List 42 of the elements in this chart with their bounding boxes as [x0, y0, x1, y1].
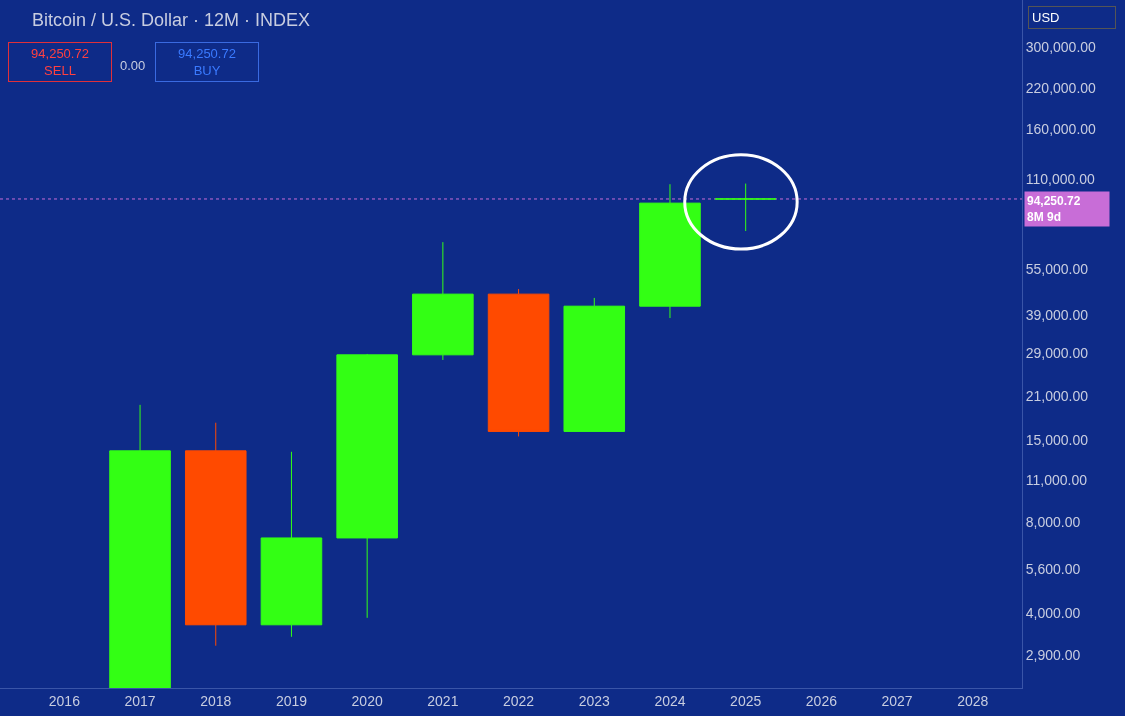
- x-tick-label: 2021: [427, 692, 459, 709]
- x-tick-label: 2023: [578, 692, 611, 709]
- candlestick: [487, 288, 550, 437]
- x-tick-label: 2017: [124, 692, 156, 709]
- candlestick: [563, 297, 626, 432]
- y-tick-label: 2,900.00: [1025, 647, 1081, 664]
- candlestick: [639, 183, 701, 319]
- annotation: 94,250.72 SELL: [31, 46, 89, 78]
- text: USD: [1032, 10, 1060, 25]
- y-tick-label: 4,000.00: [1025, 605, 1081, 622]
- y-tick-label: 15,000.00: [1025, 431, 1089, 448]
- text: Bitcoin / U.S. Dollar · 12M · INDEX: [32, 10, 311, 30]
- y-tick-label: 39,000.00: [1025, 306, 1089, 323]
- candlestick: [714, 183, 777, 232]
- annotation: 94,250.72 BUY: [178, 46, 236, 78]
- y-tick-label: 8,000.00: [1025, 514, 1081, 531]
- y-tick-label: 5,600.00: [1025, 560, 1081, 577]
- y-tick-label: 55,000.00: [1025, 261, 1089, 278]
- x-tick-label: 2020: [351, 692, 383, 709]
- y-tick-label: 300,000.00: [1025, 39, 1097, 56]
- x-tick-label: 2026: [805, 692, 838, 709]
- candlestick: [260, 451, 323, 638]
- candlestick: [412, 241, 474, 361]
- y-tick-label: 21,000.00: [1025, 387, 1089, 404]
- x-tick-label: 2025: [730, 692, 762, 709]
- x-tick-label: 2027: [881, 692, 913, 709]
- y-tick-label: 160,000.00: [1025, 121, 1097, 138]
- x-tick-label: 2016: [48, 692, 81, 709]
- x-tick-label: 2022: [502, 692, 535, 709]
- x-tick-label: 2018: [200, 692, 232, 709]
- y-tick-label: 220,000.00: [1025, 79, 1097, 96]
- ref-line-label: 94,250.72 8M 9d: [1027, 194, 1081, 224]
- annotation: 0.00: [120, 58, 146, 73]
- candlestick: [109, 404, 171, 688]
- x-tick-label: 2024: [654, 692, 686, 709]
- x-tick-label: 2028: [957, 692, 989, 709]
- candlestick: [184, 422, 247, 647]
- x-tick-label: 2019: [275, 692, 308, 709]
- y-tick-label: 11,000.00: [1025, 472, 1088, 489]
- y-tick-label: 29,000.00: [1025, 345, 1089, 362]
- candlestick: [336, 353, 398, 619]
- y-tick-label: 110,000.00: [1025, 170, 1096, 187]
